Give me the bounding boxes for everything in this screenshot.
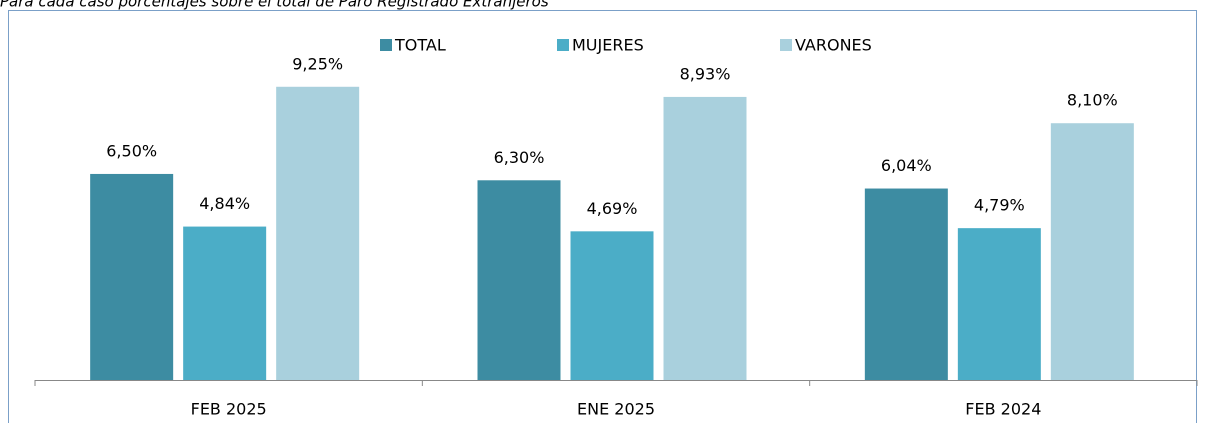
x-tick-label: FEB 2025 bbox=[191, 400, 267, 419]
legend-label: MUJERES bbox=[572, 36, 644, 55]
bar bbox=[570, 231, 654, 380]
value-label: 4,84% bbox=[199, 194, 250, 213]
bar bbox=[183, 226, 267, 380]
chart-title: Para cada caso porcentajes sobre el tota… bbox=[0, 0, 549, 11]
value-label: 9,25% bbox=[292, 54, 343, 73]
bar bbox=[477, 180, 561, 380]
bar bbox=[663, 96, 747, 380]
bar bbox=[1050, 123, 1134, 380]
x-tick-label: FEB 2024 bbox=[965, 400, 1041, 419]
legend-swatch bbox=[557, 39, 569, 51]
legend-label: VARONES bbox=[795, 36, 872, 55]
chart-border bbox=[8, 10, 1197, 427]
bar bbox=[957, 228, 1041, 380]
legend-swatch bbox=[780, 39, 792, 51]
value-label: 8,93% bbox=[680, 64, 731, 83]
value-label: 6,04% bbox=[881, 156, 932, 175]
value-label: 4,79% bbox=[974, 196, 1025, 215]
x-tick-label: ENE 2025 bbox=[577, 400, 655, 419]
value-label: 4,69% bbox=[587, 199, 638, 218]
legend-swatch bbox=[380, 39, 392, 51]
bar bbox=[864, 188, 948, 380]
bar bbox=[276, 86, 360, 381]
value-label: 6,50% bbox=[106, 141, 157, 160]
value-label: 8,10% bbox=[1067, 91, 1118, 110]
bar bbox=[90, 173, 174, 380]
value-label: 6,30% bbox=[494, 148, 545, 167]
legend-label: TOTAL bbox=[394, 36, 446, 55]
